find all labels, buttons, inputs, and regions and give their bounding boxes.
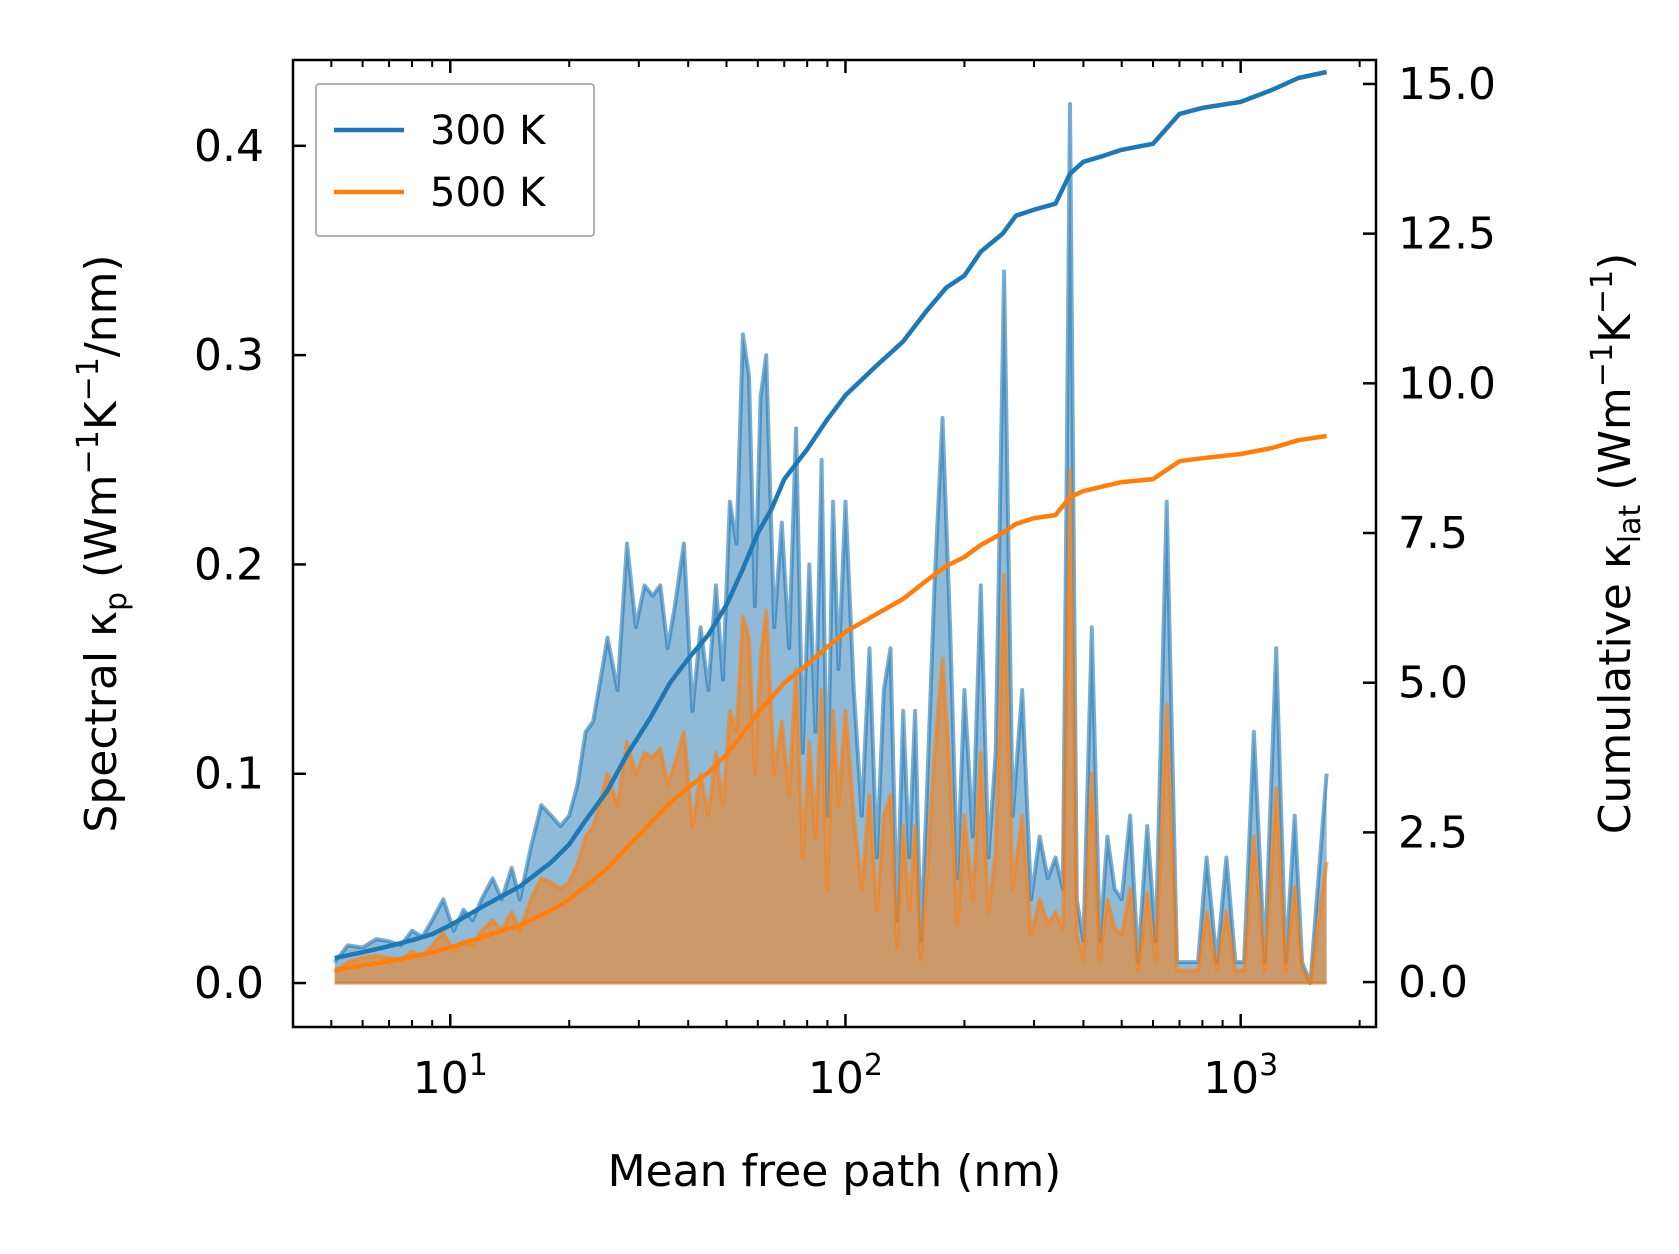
y-left-tick-label: 0.4 — [194, 121, 264, 172]
y-right-tick-label: 10.0 — [1398, 358, 1496, 409]
y-right-tick-label: 12.5 — [1398, 209, 1496, 260]
x-tick-label: 101 — [413, 1048, 488, 1104]
y-right-tick-label: 0.0 — [1398, 957, 1468, 1008]
spectral-area-500k — [334, 470, 1327, 983]
ticks-layer: 101 102 103 0.0 0.1 0.2 0.3 0.4 0.0 2.5 5.0 7.5 10.0… — [194, 59, 1496, 1104]
y-right-axis-label: Cumulative κlat (Wm−1K−1) — [1585, 253, 1648, 835]
x-axis-label: Mean free path (nm) — [608, 1146, 1062, 1197]
y-right-tick-label: 15.0 — [1398, 59, 1496, 110]
spectral-line-500k — [333, 468, 1329, 985]
y-left-axis-label: Spectral κp (Wm−1K−1/nm) — [71, 254, 134, 832]
cumulative-line-300k — [334, 69, 1328, 961]
y-right-tick-label: 5.0 — [1398, 658, 1468, 709]
x-tick-label: 102 — [808, 1048, 883, 1104]
y-left-tick-label: 0.3 — [194, 330, 264, 381]
y-left-tick-label: 0.1 — [194, 749, 264, 800]
legend-box — [315, 83, 595, 237]
legend-label: 500 K — [430, 170, 547, 216]
legend: 300 K 500 K — [315, 83, 595, 237]
y-right-tick-label: 2.5 — [1398, 807, 1468, 858]
y-right-tick-label: 7.5 — [1398, 508, 1468, 559]
series-layer — [333, 69, 1329, 985]
legend-label: 300 K — [430, 108, 547, 154]
spectral-line-300k — [333, 102, 1329, 985]
x-tick-label: 103 — [1203, 1048, 1278, 1104]
y-left-tick-label: 0.2 — [194, 539, 264, 590]
cumulative-line-500k — [334, 433, 1327, 973]
axis-labels: Mean free path (nm) Spectral κp (Wm−1K−1/… — [71, 253, 1648, 1197]
y-left-tick-label: 0.0 — [194, 958, 264, 1009]
plot-frame — [291, 58, 1378, 1029]
